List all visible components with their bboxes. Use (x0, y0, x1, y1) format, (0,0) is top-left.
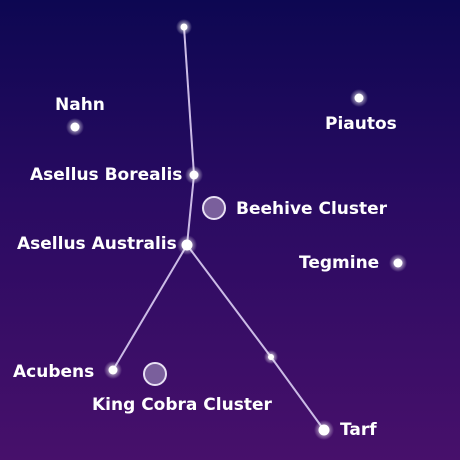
star-tarf (314, 420, 334, 440)
line-asellus-borealis-to-asellus-australis (186, 174, 195, 246)
star-acubens (104, 361, 122, 379)
label-asellus-borealis: Asellus Borealis (30, 165, 183, 185)
label-acubens: Acubens (13, 362, 95, 382)
line-mid-to-tarf (270, 356, 325, 431)
label-nahn: Nahn (55, 95, 105, 115)
star-nahn (66, 118, 84, 136)
star-tegmine (389, 254, 407, 272)
label-piautos: Piautos (325, 114, 397, 134)
line-top-to-asellus-borealis (183, 26, 195, 176)
star-top (176, 19, 192, 35)
cluster-beehive (202, 196, 226, 220)
line-asellus-australis-to-mid (186, 244, 272, 358)
label-king-cobra-cluster: King Cobra Cluster (92, 395, 272, 415)
line-asellus-australis-to-acubens (112, 244, 188, 371)
cluster-king-cobra (143, 362, 167, 386)
star-asellus-borealis (185, 166, 203, 184)
constellation-lines (112, 26, 325, 431)
label-beehive-cluster: Beehive Cluster (236, 199, 388, 219)
label-asellus-australis: Asellus Australis (17, 234, 177, 254)
label-tegmine: Tegmine (299, 253, 380, 273)
star-mid-branch (264, 350, 278, 364)
star-piautos (350, 89, 368, 107)
star-asellus-australis (177, 235, 197, 255)
label-tarf: Tarf (340, 420, 377, 440)
